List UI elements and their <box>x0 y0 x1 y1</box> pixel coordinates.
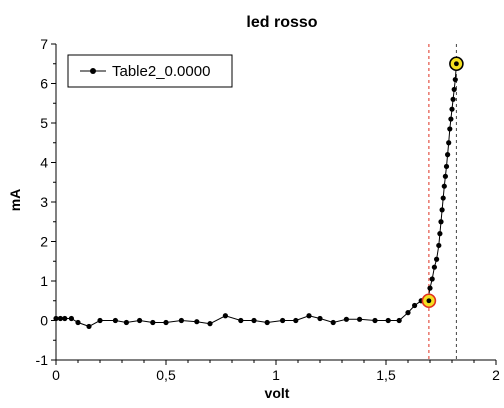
y-tick-label: 3 <box>40 194 48 210</box>
data-point <box>427 285 433 291</box>
data-point <box>446 140 452 146</box>
y-tick-label: 2 <box>40 234 48 250</box>
data-point <box>343 316 349 322</box>
data-point <box>372 317 378 324</box>
data-point <box>163 319 169 326</box>
data-point <box>207 321 213 327</box>
data-point <box>68 315 74 322</box>
data-point <box>431 264 437 270</box>
legend: Table2_0.0000 <box>67 54 233 88</box>
data-point <box>293 317 299 324</box>
data-point <box>436 242 442 249</box>
y-tick-label: 5 <box>40 115 48 131</box>
data-point <box>447 126 453 132</box>
series-points <box>53 61 459 330</box>
data-point <box>264 319 270 326</box>
x-tick-label: 0,5 <box>156 367 176 383</box>
reference-lines <box>428 44 457 360</box>
data-point <box>434 256 440 262</box>
data-point <box>317 315 323 322</box>
data-point <box>441 183 447 189</box>
data-point <box>449 106 455 112</box>
x-tick-label: 2 <box>492 367 500 383</box>
data-point <box>86 323 92 330</box>
y-tick-label: -1 <box>36 352 49 368</box>
data-point <box>440 195 446 201</box>
data-point <box>438 219 444 225</box>
series-line <box>56 63 457 327</box>
legend-label: Table2_0.0000 <box>112 63 210 80</box>
data-point <box>451 86 457 93</box>
data-point <box>178 317 184 324</box>
data-point <box>222 313 228 319</box>
data-point <box>62 315 68 322</box>
data-point <box>137 317 143 324</box>
data-point <box>75 319 81 326</box>
data-point <box>429 276 435 282</box>
legend-marker-icon <box>90 68 96 74</box>
data-point <box>405 310 411 316</box>
x-axis-label: volt <box>265 385 290 401</box>
data-point <box>238 317 244 324</box>
data-point <box>452 76 458 83</box>
x-tick-label: 0 <box>52 367 60 383</box>
data-point <box>150 319 156 326</box>
data-point <box>437 231 443 237</box>
data-point <box>396 317 402 324</box>
data-point <box>306 313 312 319</box>
y-tick-label: 4 <box>40 155 48 171</box>
data-point <box>280 317 286 324</box>
data-point <box>357 316 363 322</box>
highlight-markers <box>421 56 464 309</box>
y-tick-label: 7 <box>40 36 48 52</box>
y-tick-label: 0 <box>40 313 48 329</box>
data-point <box>448 116 454 122</box>
data-point <box>53 315 59 322</box>
highlight-marker-center <box>454 61 459 67</box>
data-point <box>412 302 418 309</box>
data-point <box>97 317 103 324</box>
x-tick-label: 1 <box>272 367 280 383</box>
chart-title: led rosso <box>246 14 317 31</box>
x-tick-label: 1,5 <box>376 367 396 383</box>
data-point <box>112 317 118 324</box>
data-point <box>385 317 391 324</box>
y-ticks: -1 0 1 2 3 4 5 6 7 <box>36 36 56 368</box>
data-point <box>439 207 445 213</box>
y-tick-label: 1 <box>40 273 48 289</box>
data-point <box>445 152 451 158</box>
data-point <box>443 163 450 170</box>
y-axis-label: mA <box>7 189 23 212</box>
data-point <box>330 319 336 326</box>
data-point <box>442 173 448 179</box>
data-point <box>450 96 456 102</box>
data-point <box>194 319 200 325</box>
highlight-marker-center <box>426 298 432 304</box>
y-tick-label: 6 <box>40 76 48 92</box>
x-ticks: 0 0,5 1 1,5 2 <box>52 360 500 383</box>
data-point <box>123 319 129 326</box>
data-point <box>57 315 64 322</box>
data-point <box>251 317 257 324</box>
